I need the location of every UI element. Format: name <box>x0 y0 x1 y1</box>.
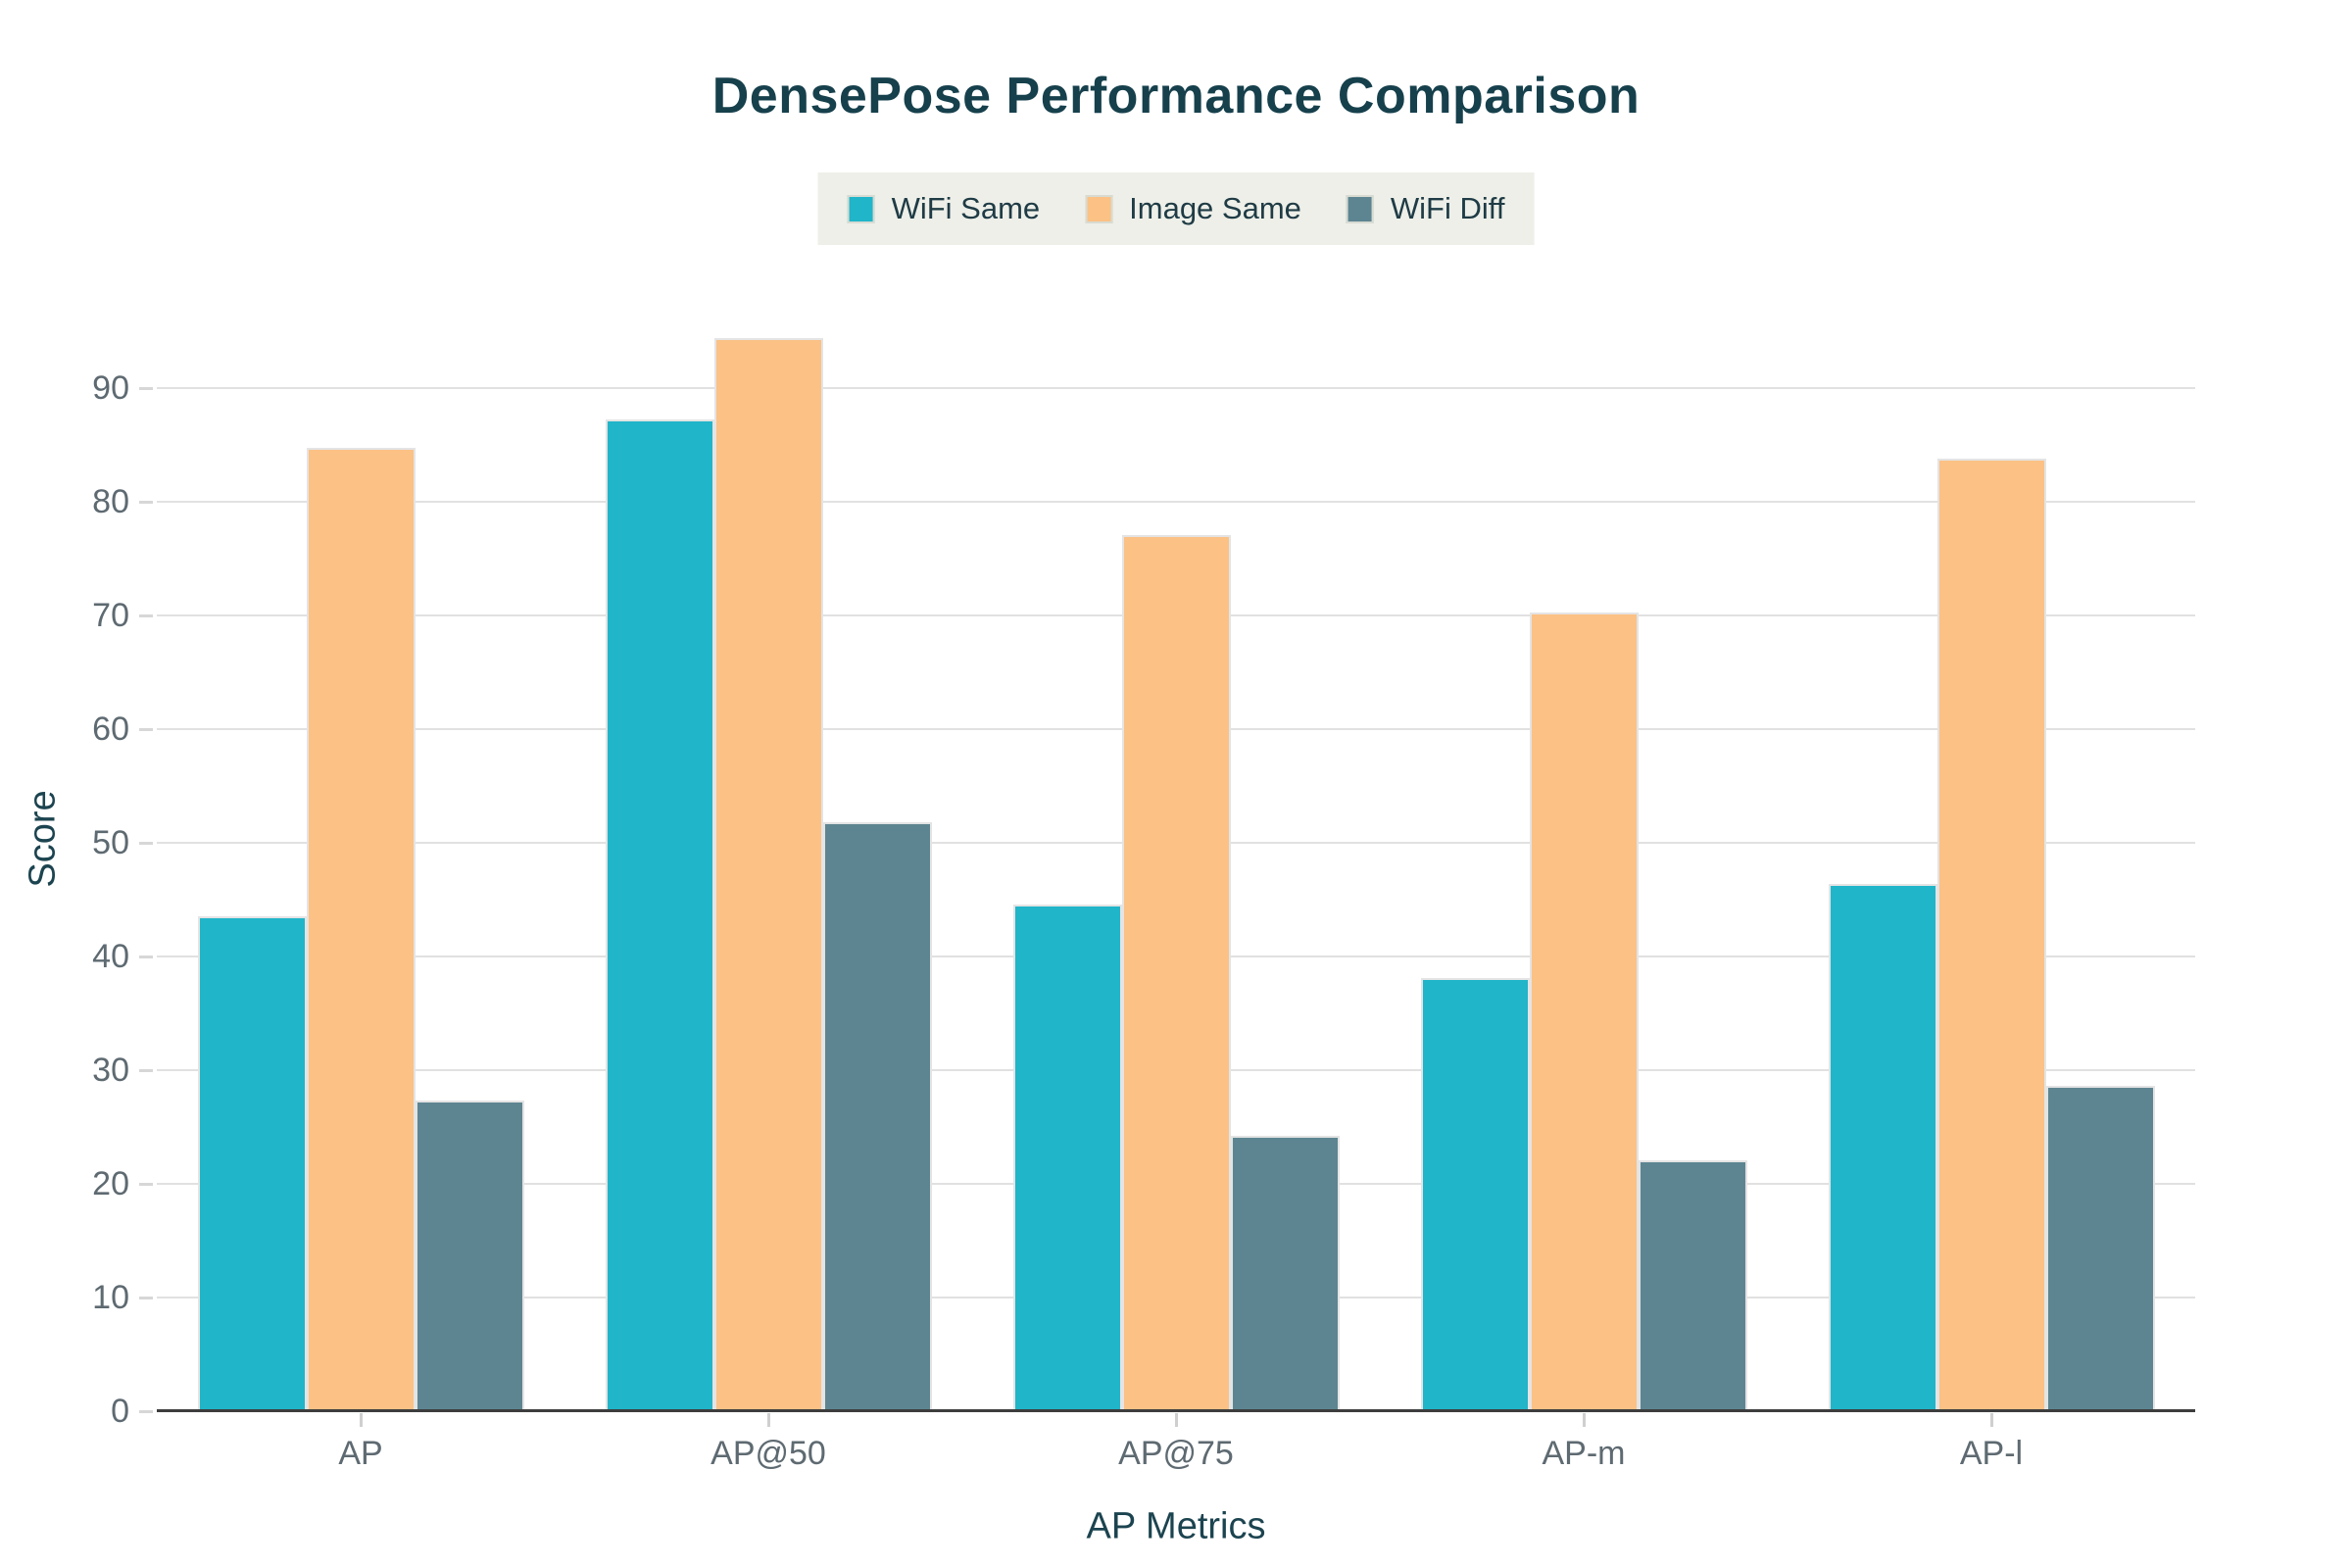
gridline-90 <box>157 387 2195 389</box>
bar-image-same-ap <box>306 448 416 1411</box>
x-axis-title: AP Metrics <box>1086 1505 1266 1547</box>
y-tick-mark-70 <box>139 614 153 617</box>
bar-image-same-ap-75 <box>1121 534 1231 1411</box>
x-tick-mark-ap-50 <box>767 1413 770 1427</box>
bar-wifi-diff-ap-50 <box>822 822 932 1411</box>
y-tick-label: 0 <box>111 1393 129 1430</box>
x-tick-label-ap-50: AP@50 <box>710 1435 826 1472</box>
y-tick-mark-90 <box>139 387 153 390</box>
legend-label: WiFi Diff <box>1390 191 1505 225</box>
chart-title: DensePose Performance Comparison <box>711 68 1641 124</box>
y-tick-label: 90 <box>92 369 129 407</box>
x-tick-mark-ap-m <box>1583 1413 1586 1427</box>
bar-wifi-same-ap <box>197 916 307 1411</box>
x-tick-label-ap: AP <box>338 1435 383 1472</box>
y-tick-mark-10 <box>139 1297 153 1299</box>
legend: WiFi Same Image Same WiFi Diff <box>817 172 1535 245</box>
bar-image-same-ap-l <box>1936 458 2046 1411</box>
y-tick-label: 70 <box>92 597 129 634</box>
y-tick-label: 50 <box>92 824 129 861</box>
bar-image-same-ap-m <box>1529 612 1639 1411</box>
x-axis-line <box>157 1409 2195 1412</box>
y-tick-mark-40 <box>139 956 153 958</box>
x-tick-mark-ap-75 <box>1175 1413 1178 1427</box>
y-tick-mark-60 <box>139 728 153 731</box>
bar-wifi-same-ap-75 <box>1012 904 1122 1411</box>
bar-image-same-ap-50 <box>713 337 823 1411</box>
y-tick-mark-30 <box>139 1069 153 1072</box>
legend-item-wifi-diff: WiFi Diff <box>1346 191 1505 226</box>
y-tick-mark-0 <box>139 1410 153 1413</box>
legend-swatch-wifi-same <box>847 194 875 223</box>
x-tick-label-ap-75: AP@75 <box>1118 1435 1234 1472</box>
legend-swatch-image-same <box>1085 194 1113 223</box>
y-tick-label: 60 <box>92 710 129 748</box>
legend-swatch-wifi-diff <box>1346 194 1374 223</box>
x-tick-mark-ap <box>360 1413 363 1427</box>
x-tick-label-ap-m: AP-m <box>1542 1435 1626 1472</box>
bar-wifi-diff-ap-m <box>1638 1159 1747 1411</box>
y-tick-mark-50 <box>139 842 153 845</box>
legend-item-image-same: Image Same <box>1085 191 1301 226</box>
bar-wifi-same-ap-m <box>1420 978 1530 1411</box>
y-tick-label: 40 <box>92 938 129 975</box>
y-tick-mark-20 <box>139 1183 153 1186</box>
y-tick-label: 80 <box>92 483 129 520</box>
y-tick-label: 10 <box>92 1279 129 1316</box>
y-tick-mark-80 <box>139 501 153 504</box>
bar-wifi-same-ap-50 <box>605 419 714 1411</box>
legend-label: Image Same <box>1129 191 1301 225</box>
x-tick-label-ap-l: AP-l <box>1959 1435 2024 1472</box>
legend-item-wifi-same: WiFi Same <box>847 191 1041 226</box>
gridline-80 <box>157 501 2195 503</box>
bar-wifi-diff-ap-l <box>2045 1086 2155 1411</box>
y-tick-label: 30 <box>92 1052 129 1089</box>
x-tick-mark-ap-l <box>1990 1413 1993 1427</box>
bar-wifi-diff-ap-75 <box>1230 1136 1340 1411</box>
bar-wifi-diff-ap <box>415 1101 524 1411</box>
legend-label: WiFi Same <box>891 191 1041 225</box>
bar-wifi-same-ap-l <box>1828 883 1937 1411</box>
y-tick-label: 20 <box>92 1165 129 1202</box>
